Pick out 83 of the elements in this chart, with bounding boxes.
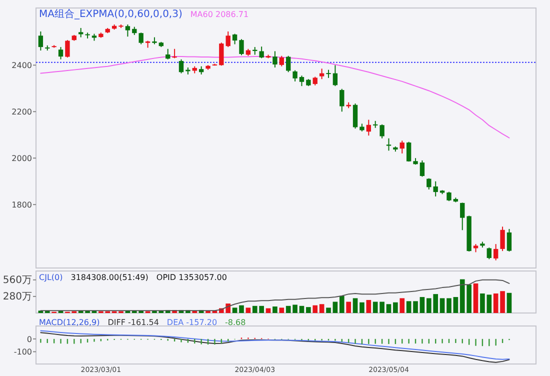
candlestick bbox=[65, 40, 70, 58]
candlestick bbox=[460, 202, 465, 231]
candlestick bbox=[332, 64, 338, 87]
candlestick bbox=[219, 42, 224, 66]
bar bbox=[406, 301, 412, 313]
candlestick bbox=[386, 138, 392, 152]
bar bbox=[453, 297, 458, 313]
candlestick bbox=[178, 58, 184, 74]
annotation: OPID 1353057.00 bbox=[156, 273, 227, 282]
candlestick bbox=[420, 160, 425, 178]
candlestick bbox=[506, 228, 512, 252]
bar bbox=[393, 302, 398, 313]
candlestick bbox=[172, 48, 177, 59]
candlestick bbox=[259, 46, 264, 59]
bar bbox=[446, 298, 452, 313]
candlestick bbox=[433, 180, 438, 197]
y-tick-label: 1800 bbox=[12, 200, 32, 210]
y-tick-label: 280万 bbox=[2, 291, 32, 302]
y-tick-label: 2000 bbox=[12, 154, 32, 164]
y-tick-label: 560万 bbox=[2, 274, 32, 286]
candlestick bbox=[426, 178, 432, 190]
bar bbox=[413, 301, 418, 313]
bar bbox=[473, 283, 478, 313]
candlestick bbox=[232, 33, 238, 45]
candlestick bbox=[226, 30, 230, 48]
series-label: DEA -157.20 bbox=[166, 318, 218, 327]
bar bbox=[506, 292, 512, 313]
bar bbox=[232, 308, 238, 313]
candlestick bbox=[58, 46, 64, 60]
bar bbox=[246, 308, 251, 313]
candlestick bbox=[292, 70, 298, 82]
candlestick bbox=[406, 141, 412, 162]
candlestick bbox=[38, 30, 44, 52]
candlestick bbox=[352, 102, 358, 130]
candlestick bbox=[366, 119, 372, 136]
bar bbox=[352, 298, 358, 313]
candlestick bbox=[380, 124, 384, 139]
bar bbox=[366, 300, 372, 313]
text: MA60 2086.71 bbox=[190, 10, 249, 19]
bar bbox=[339, 296, 344, 313]
y-tick-label: 2200 bbox=[12, 108, 32, 117]
bar bbox=[299, 306, 304, 313]
chart-title: MA组合_EXPMA(0,0,60,0,0,3) bbox=[39, 8, 182, 20]
candlestick bbox=[446, 191, 452, 202]
bar bbox=[440, 298, 445, 313]
bar bbox=[332, 302, 338, 313]
candlestick bbox=[500, 226, 505, 252]
bar bbox=[500, 291, 505, 313]
candlestick bbox=[272, 50, 278, 68]
candlestick bbox=[486, 247, 492, 260]
y-tick-label: 0 bbox=[26, 334, 32, 344]
bar bbox=[306, 307, 311, 313]
bar bbox=[360, 302, 364, 313]
series-label: DIFF -161.54 bbox=[108, 318, 159, 327]
candlestick bbox=[78, 27, 84, 38]
candlestick bbox=[319, 68, 324, 80]
series-label: -8.68 bbox=[225, 318, 246, 327]
bar bbox=[386, 304, 392, 313]
annotation: 3184308.00(51:49) bbox=[70, 273, 148, 282]
chart-title: CJL(0) bbox=[39, 273, 63, 282]
y-tick-label: 2400 bbox=[12, 61, 32, 70]
bar bbox=[279, 308, 284, 313]
candlestick bbox=[286, 55, 291, 73]
bar bbox=[319, 304, 324, 313]
bar bbox=[346, 302, 351, 313]
candlestick bbox=[279, 55, 284, 67]
candlestick bbox=[166, 48, 170, 60]
candlestick bbox=[239, 38, 244, 56]
bar bbox=[272, 306, 278, 313]
bar bbox=[312, 305, 318, 313]
y-tick-label: -100 bbox=[14, 348, 32, 357]
candlestick bbox=[125, 24, 130, 38]
candlestick bbox=[138, 32, 144, 45]
bar bbox=[493, 293, 498, 313]
candlestick bbox=[493, 244, 498, 261]
candlestick bbox=[400, 140, 404, 154]
bar bbox=[239, 305, 244, 313]
candlestick bbox=[340, 88, 344, 112]
bar bbox=[420, 297, 425, 313]
bar bbox=[326, 308, 331, 313]
candlestick bbox=[299, 75, 304, 87]
chart-title: MACD(12,26,9) bbox=[39, 318, 100, 327]
bar bbox=[400, 298, 405, 313]
